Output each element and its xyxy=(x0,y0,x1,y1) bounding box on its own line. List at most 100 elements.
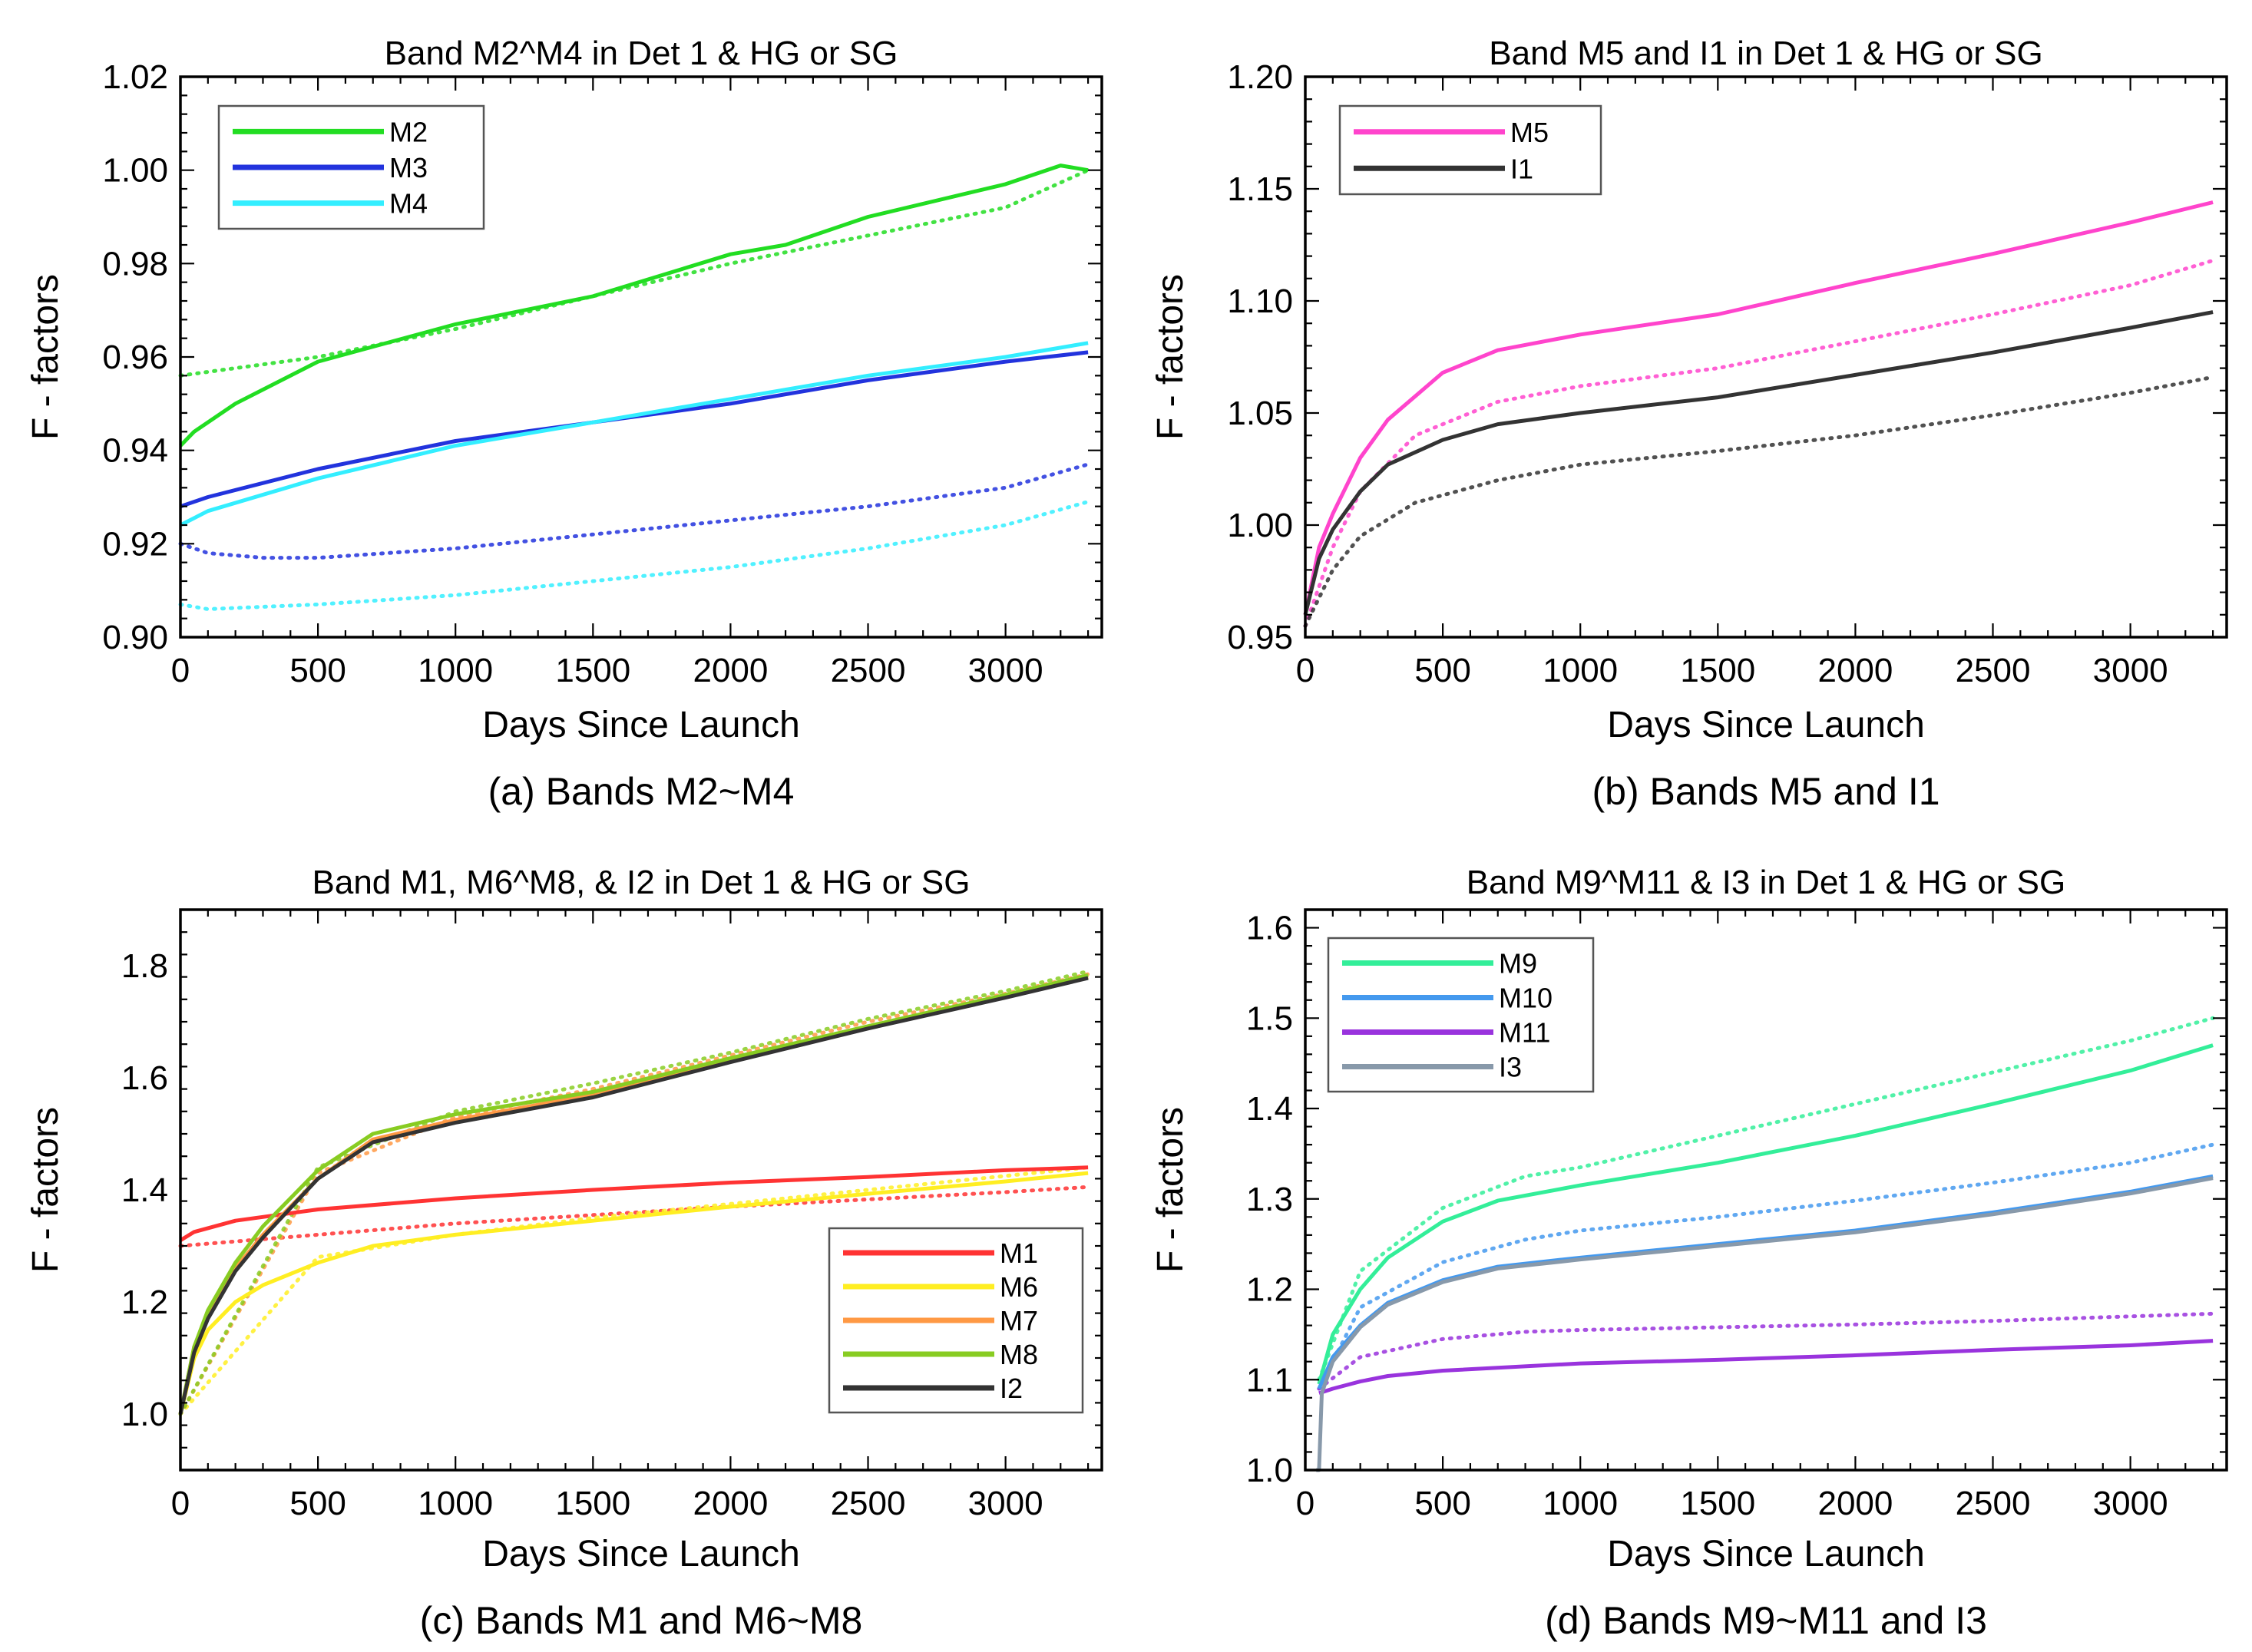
legend-label-m8: M8 xyxy=(1000,1339,1038,1370)
chart-panel-2: Band M5 and I1 in Det 1 & HG or SG 0 500 10… xyxy=(1150,35,2228,813)
y-tick-label: 1.3 xyxy=(1246,1181,1293,1218)
chart-panel-3: Band M1, M6^M8, & I2 in Det 1 & HG or SG… xyxy=(25,864,1103,1642)
series-m8-reference-line xyxy=(178,969,1090,1416)
chart-title: Band M5 and I1 in Det 1 & HG or SG xyxy=(1489,35,2042,72)
figure-caption: (a) Bands M2~M4 xyxy=(488,770,795,813)
figure-caption: (c) Bands M1 and M6~M8 xyxy=(420,1599,863,1642)
y-tick-label: 0.92 xyxy=(102,525,168,563)
y-tick-label: 1.4 xyxy=(1246,1090,1293,1128)
legend: M2 M3 M4 xyxy=(217,104,485,230)
legend-label-i3: I3 xyxy=(1499,1052,1522,1083)
series-i1-line xyxy=(1303,310,2214,616)
x-tick-label: 0 xyxy=(171,652,190,689)
series-m4-line xyxy=(179,341,1089,527)
legend-label-m11: M11 xyxy=(1499,1017,1550,1049)
series-m11-line xyxy=(1318,1339,2214,1396)
x-tick-label: 1500 xyxy=(555,1485,630,1522)
plot-frame xyxy=(179,908,1103,1472)
series-m2-reference-line xyxy=(178,168,1090,378)
y-tick-label: 1.00 xyxy=(1227,507,1293,544)
y-tick-label: 1.1 xyxy=(1246,1361,1293,1399)
y-tick-label: 1.4 xyxy=(121,1171,168,1209)
y-axis-label: F - factors xyxy=(1150,274,1191,440)
x-tick-label: 2000 xyxy=(693,652,768,689)
y-tick-label: 0.94 xyxy=(102,432,168,470)
x-tick-label: 0 xyxy=(1296,652,1314,689)
plot-frame xyxy=(1304,908,2228,1472)
legend-label-i1: I1 xyxy=(1510,153,1533,184)
series-m5-line xyxy=(1303,200,2214,616)
y-tick-label: 1.0 xyxy=(1246,1452,1293,1489)
series-m1-line xyxy=(179,1165,1089,1242)
chart-title: Band M2^M4 in Det 1 & HG or SG xyxy=(385,35,898,72)
y-tick-label: 1.00 xyxy=(102,152,168,190)
x-tick-label: 3000 xyxy=(968,652,1043,689)
series-m3-line xyxy=(180,350,1089,509)
series-m10-reference-line xyxy=(1317,1142,2215,1391)
legend-label-m9: M9 xyxy=(1499,948,1537,980)
x-tick-label: 3000 xyxy=(2093,652,2168,689)
y-tick-label: 1.0 xyxy=(121,1396,168,1433)
y-tick-label: 1.8 xyxy=(121,947,168,985)
x-tick-label: 2000 xyxy=(693,1485,768,1522)
x-tick-label: 0 xyxy=(1296,1485,1314,1522)
x-tick-label: 0 xyxy=(171,1485,190,1522)
series-m9-reference-line xyxy=(1317,1016,2215,1382)
x-axis-label: Days Since Launch xyxy=(1607,1534,1925,1574)
x-tick-label: 2000 xyxy=(1817,652,1893,689)
figure-caption: (d) Bands M9~M11 and I3 xyxy=(1545,1599,1987,1642)
legend-label-m3: M3 xyxy=(389,152,428,183)
x-axis-label: Days Since Launch xyxy=(482,1534,800,1574)
series-i1-reference-line xyxy=(1303,375,2215,628)
x-tick-label: 2000 xyxy=(1817,1485,1893,1522)
x-axis-label: Days Since Launch xyxy=(482,705,800,745)
x-tick-label: 3000 xyxy=(968,1485,1043,1522)
chart-panel-4: Band M9^M11 & I3 in Det 1 & HG or SG 0 500… xyxy=(1150,864,2228,1642)
x-tick-label: 500 xyxy=(1414,652,1470,689)
y-tick-label: 0.98 xyxy=(102,245,168,282)
chart-title: Band M1, M6^M8, & I2 in Det 1 & HG or SG xyxy=(313,864,971,901)
figure-caption: (b) Bands M5 and I1 xyxy=(1592,770,1939,813)
legend-label-m1: M1 xyxy=(1000,1237,1038,1269)
y-tick-label: 1.05 xyxy=(1227,395,1293,432)
x-tick-label: 2500 xyxy=(831,1485,906,1522)
legend-box xyxy=(1338,104,1602,196)
x-tick-label: 1000 xyxy=(1543,652,1618,689)
y-tick-label: 1.15 xyxy=(1227,170,1293,208)
series-m5-reference-line xyxy=(1303,258,2215,628)
y-tick-label: 1.02 xyxy=(102,58,168,96)
series-i3-line xyxy=(1316,1176,2214,1472)
series-m11-reference-line xyxy=(1317,1311,2215,1391)
legend-label-m5: M5 xyxy=(1510,117,1549,148)
series-m6-reference-line xyxy=(178,1165,1090,1416)
y-axis-label: F - factors xyxy=(25,1107,66,1273)
legend-label-m10: M10 xyxy=(1499,983,1553,1014)
series-m6-line xyxy=(178,1171,1089,1415)
x-tick-label: 2500 xyxy=(1956,652,2031,689)
legend-label-m2: M2 xyxy=(389,116,428,147)
x-tick-label: 1500 xyxy=(1680,652,1755,689)
y-tick-label: 1.6 xyxy=(121,1059,168,1097)
x-tick-label: 1500 xyxy=(1680,1485,1755,1522)
series-m3-reference-line xyxy=(178,462,1090,560)
y-tick-label: 1.2 xyxy=(1246,1271,1293,1309)
series-m8-line xyxy=(178,973,1089,1415)
x-axis-label: Days Since Launch xyxy=(1607,705,1925,745)
series-m9-line xyxy=(1317,1043,2214,1385)
x-tick-label: 500 xyxy=(1414,1485,1470,1522)
plot-frame xyxy=(1304,75,2228,639)
y-tick-label: 1.20 xyxy=(1227,58,1293,96)
y-axis-label: F - factors xyxy=(1150,1107,1191,1273)
x-tick-label: 1000 xyxy=(1543,1485,1618,1522)
x-tick-label: 2500 xyxy=(831,652,906,689)
y-tick-label: 1.2 xyxy=(121,1284,168,1321)
legend-label-m6: M6 xyxy=(1000,1271,1038,1303)
chart-title: Band M9^M11 & I3 in Det 1 & HG or SG xyxy=(1467,864,2065,901)
chart-panel-1: Band M2^M4 in Det 1 & HG or SG 0 500 1000 15… xyxy=(25,35,1103,813)
y-tick-label: 0.96 xyxy=(102,339,168,376)
legend-label-m4: M4 xyxy=(389,188,428,220)
x-tick-label: 1500 xyxy=(555,652,630,689)
